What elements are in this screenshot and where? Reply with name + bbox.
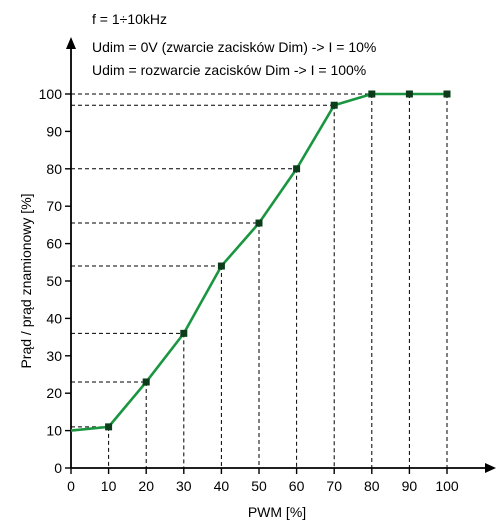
annotation-udim-open: Udim = rozwarcie zacisków Dim -> I = 100… (92, 62, 366, 78)
y-tick-label: 50 (46, 273, 62, 289)
y-axis-title: Prąd / prąd znamionowy [%] (18, 193, 34, 368)
y-tick-label: 40 (46, 310, 62, 326)
x-tick-label: 60 (289, 478, 305, 494)
x-tick-label: 100 (435, 478, 459, 494)
annotation-frequency: f = 1÷10kHz (92, 11, 167, 27)
data-point-marker (330, 101, 338, 109)
x-tick-label: 30 (176, 478, 192, 494)
data-point-marker (217, 262, 225, 270)
y-tick-label: 0 (54, 460, 62, 476)
y-tick-label: 60 (46, 236, 62, 252)
annotation-udim-short: Udim = 0V (zwarcie zacisków Dim) -> I = … (92, 39, 376, 55)
x-tick-label: 70 (326, 478, 342, 494)
data-point-marker (293, 165, 301, 173)
y-tick-label: 20 (46, 385, 62, 401)
data-point-marker (255, 219, 263, 227)
x-tick-label: 80 (364, 478, 380, 494)
data-point-marker (180, 329, 188, 337)
data-point-marker (405, 90, 413, 98)
data-point-marker (105, 423, 113, 431)
axes-group (66, 37, 496, 473)
y-tick-label: 80 (46, 161, 62, 177)
y-tick-label: 70 (46, 198, 62, 214)
data-point-marker (368, 90, 376, 98)
y-tick-label: 100 (39, 86, 63, 102)
data-point-marker (142, 378, 150, 386)
data-point-marker (443, 90, 451, 98)
markers-group (105, 90, 451, 431)
y-axis-arrow-icon (66, 37, 76, 49)
y-tick-label: 90 (46, 123, 62, 139)
x-tick-label: 90 (402, 478, 418, 494)
y-tick-label: 30 (46, 348, 62, 364)
x-tick-label: 40 (214, 478, 230, 494)
guide-lines-group (71, 93, 448, 468)
y-tick-label: 10 (46, 423, 62, 439)
x-tick-label: 10 (101, 478, 117, 494)
ticks-group: 0 10 20 30 40 50 60 70 80 90 100 0 10 20 30 40 50 60 70 80 9… (39, 86, 459, 494)
x-tick-label: 0 (67, 478, 75, 494)
x-tick-label: 50 (251, 478, 267, 494)
x-axis-arrow-icon (485, 463, 496, 473)
x-axis-title: PWM [%] (248, 504, 306, 520)
x-tick-label: 20 (138, 478, 154, 494)
